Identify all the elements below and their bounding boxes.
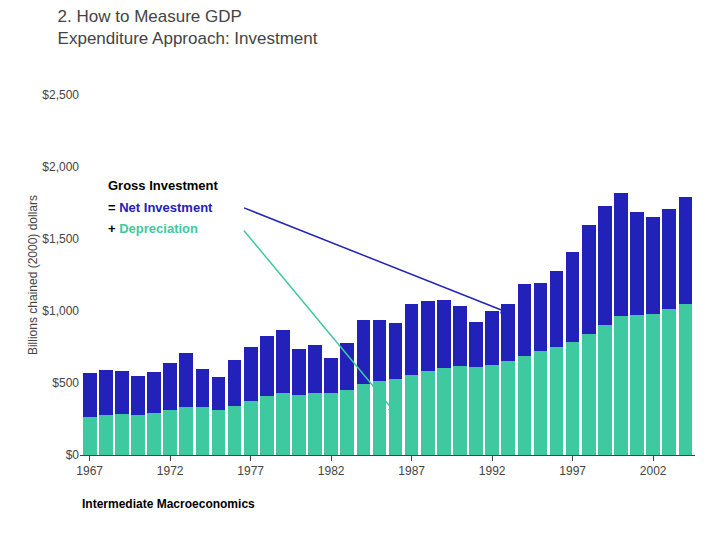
svg-text:$2,500: $2,500	[42, 88, 79, 102]
svg-text:1992: 1992	[479, 464, 506, 478]
svg-text:+ Depreciation: + Depreciation	[108, 221, 198, 236]
svg-text:$2,000: $2,000	[42, 160, 79, 174]
svg-text:$0: $0	[66, 448, 80, 462]
svg-text:2002: 2002	[640, 464, 667, 478]
svg-text:1987: 1987	[398, 464, 425, 478]
svg-text:Intermediate Macroeconomics: Intermediate Macroeconomics	[82, 497, 255, 511]
svg-text:1972: 1972	[157, 464, 184, 478]
svg-text:Gross Investment: Gross Investment	[108, 178, 218, 193]
svg-text:1967: 1967	[76, 464, 103, 478]
svg-text:= Net Investment: = Net Investment	[108, 200, 213, 215]
svg-text:Billions chained (2000) dollar: Billions chained (2000) dollars	[26, 195, 40, 355]
svg-text:2. How to Measure GDPExpenditu: 2. How to Measure GDPExpenditure Approac…	[58, 7, 318, 48]
svg-text:$500: $500	[52, 376, 79, 390]
svg-text:1997: 1997	[559, 464, 586, 478]
svg-text:$1,000: $1,000	[42, 304, 79, 318]
svg-text:1977: 1977	[237, 464, 264, 478]
svg-text:1982: 1982	[318, 464, 345, 478]
svg-text:$1,500: $1,500	[42, 232, 79, 246]
